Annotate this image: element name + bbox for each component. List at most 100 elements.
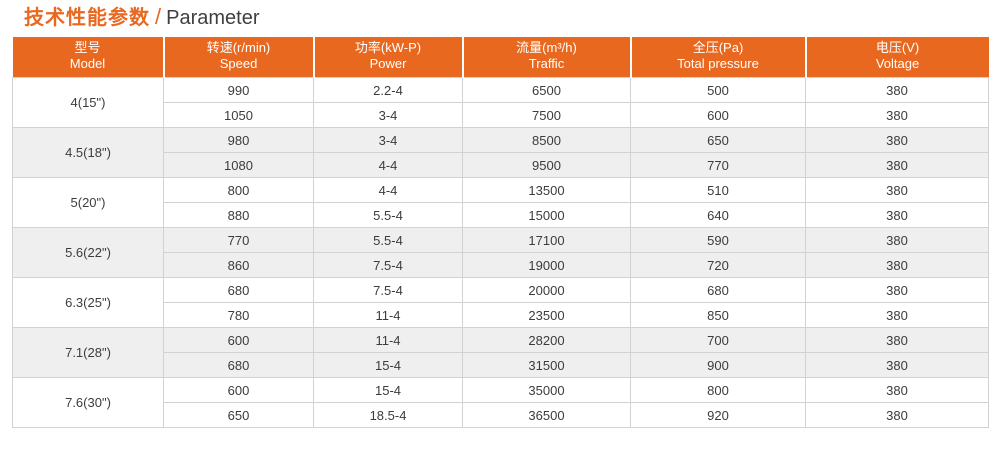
value-cell: 380 [805, 177, 989, 203]
value-cell: 9500 [462, 152, 631, 178]
page-title: 技术性能参数 / Parameter [24, 4, 1000, 31]
table-row: 5(20") 800 4-4 13500 510 380 [12, 177, 989, 228]
value-cell: 860 [163, 252, 314, 278]
value-cell: 8500 [462, 127, 631, 153]
value-cell: 600 [163, 327, 314, 353]
value-cell: 700 [630, 327, 806, 353]
value-cell: 990 [163, 77, 314, 103]
value-cell: 31500 [462, 352, 631, 378]
value-cell: 380 [805, 352, 989, 378]
title-separator: / [155, 4, 162, 29]
col-header-model-en: Model [69, 56, 106, 71]
col-header-traffic-zh: 流量(m³/h) [516, 40, 577, 55]
value-cell: 500 [630, 77, 806, 103]
value-cell: 770 [163, 227, 314, 253]
value-cell: 2.2-4 [313, 77, 463, 103]
table-header: 型号 Model 转速(r/min) Speed 功率(kW-P) Power … [12, 37, 989, 78]
value-cell: 7500 [462, 102, 631, 128]
table-row: 6.3(25") 680 7.5-4 20000 680 380 [12, 277, 989, 328]
value-cell: 900 [630, 352, 806, 378]
value-cell: 7.5-4 [313, 277, 463, 303]
model-cell: 6.3(25") [12, 277, 164, 328]
col-header-model: 型号 Model [12, 37, 164, 78]
col-header-power: 功率(kW-P) Power [312, 37, 463, 78]
model-cell: 7.1(28") [12, 327, 164, 378]
value-cell: 380 [805, 377, 989, 403]
value-cell: 19000 [462, 252, 631, 278]
value-cell: 590 [630, 227, 806, 253]
value-cell: 600 [163, 377, 314, 403]
value-cell: 28200 [462, 327, 631, 353]
model-cell: 4.5(18") [12, 127, 164, 178]
value-cell: 5.5-4 [313, 227, 463, 253]
col-header-traffic: 流量(m³/h) Traffic [461, 37, 631, 78]
value-cell: 7.5-4 [313, 252, 463, 278]
value-cell: 680 [630, 277, 806, 303]
table-row: 880 5.5-4 15000 640 380 [13, 202, 989, 228]
value-cell: 920 [630, 402, 806, 428]
col-header-pressure-en: Total pressure [677, 56, 759, 71]
value-cell: 380 [805, 302, 989, 328]
value-cell: 6500 [462, 77, 631, 103]
value-cell: 380 [805, 402, 989, 428]
value-cell: 770 [630, 152, 806, 178]
value-cell: 380 [805, 277, 989, 303]
value-cell: 18.5-4 [313, 402, 463, 428]
col-header-voltage-zh: 电压(V) [875, 40, 920, 55]
value-cell: 600 [630, 102, 806, 128]
col-header-model-zh: 型号 [74, 40, 101, 55]
value-cell: 980 [163, 127, 314, 153]
model-cell: 5.6(22") [12, 227, 164, 278]
value-cell: 380 [805, 77, 989, 103]
table-row: 7.6(30") 600 15-4 35000 800 380 [12, 377, 989, 428]
col-header-pressure: 全压(Pa) Total pressure [629, 37, 806, 78]
value-cell: 680 [163, 277, 314, 303]
value-cell: 11-4 [313, 302, 463, 328]
value-cell: 680 [163, 352, 314, 378]
header-row: 型号 Model 转速(r/min) Speed 功率(kW-P) Power … [12, 37, 989, 78]
model-cell: 5(20") [12, 177, 164, 228]
value-cell: 1050 [163, 102, 314, 128]
value-cell: 17100 [462, 227, 631, 253]
parameters-table: 型号 Model 转速(r/min) Speed 功率(kW-P) Power … [12, 37, 989, 428]
value-cell: 23500 [462, 302, 631, 328]
value-cell: 380 [805, 227, 989, 253]
value-cell: 640 [630, 202, 806, 228]
table-row: 1080 4-4 9500 770 380 [13, 152, 989, 178]
table-body: 4(15") 990 2.2-4 6500 500 380 1050 3-4 7500 600 38… [12, 77, 989, 428]
value-cell: 15000 [462, 202, 631, 228]
value-cell: 4-4 [313, 152, 463, 178]
value-cell: 800 [630, 377, 806, 403]
value-cell: 380 [805, 152, 989, 178]
table-row: 1050 3-4 7500 600 380 [13, 102, 989, 128]
value-cell: 11-4 [313, 327, 463, 353]
value-cell: 380 [805, 252, 989, 278]
value-cell: 1080 [163, 152, 314, 178]
value-cell: 380 [805, 102, 989, 128]
page: 技术性能参数 / Parameter 型号 Model 转速(r/min) Spee… [0, 4, 1000, 474]
value-cell: 650 [630, 127, 806, 153]
table-row: 780 11-4 23500 850 380 [13, 302, 989, 328]
value-cell: 380 [805, 202, 989, 228]
table-row: 5.6(22") 770 5.5-4 17100 590 380 [12, 227, 989, 278]
value-cell: 650 [163, 402, 314, 428]
table-row: 4.5(18") 980 3-4 8500 650 380 [12, 127, 989, 178]
col-header-speed: 转速(r/min) Speed [162, 37, 314, 78]
col-header-voltage-en: Voltage [875, 56, 920, 71]
value-cell: 13500 [462, 177, 631, 203]
value-cell: 20000 [462, 277, 631, 303]
value-cell: 510 [630, 177, 806, 203]
value-cell: 780 [163, 302, 314, 328]
col-header-speed-en: Speed [219, 56, 258, 71]
col-header-speed-zh: 转速(r/min) [206, 40, 271, 55]
value-cell: 380 [805, 327, 989, 353]
table-row: 650 18.5-4 36500 920 380 [13, 402, 989, 428]
value-cell: 36500 [462, 402, 631, 428]
model-cell: 7.6(30") [12, 377, 164, 428]
table-row: 7.1(28") 600 11-4 28200 700 380 [12, 327, 989, 378]
value-cell: 800 [163, 177, 314, 203]
col-header-traffic-en: Traffic [528, 56, 565, 71]
value-cell: 35000 [462, 377, 631, 403]
col-header-voltage: 电压(V) Voltage [804, 37, 989, 78]
value-cell: 15-4 [313, 352, 463, 378]
